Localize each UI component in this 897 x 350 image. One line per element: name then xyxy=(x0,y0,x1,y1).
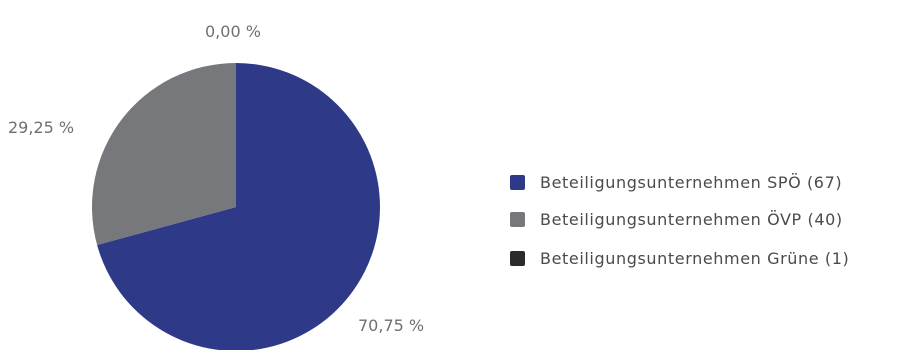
legend-label-gruene: Beteiligungsunternehmen Grüne (1) xyxy=(540,249,849,268)
pie-slices xyxy=(91,63,380,350)
slice-label-oevp: 29,25 % xyxy=(8,118,74,137)
legend-swatch-gruene xyxy=(510,251,525,266)
legend: Beteiligungsunternehmen SPÖ (67) Beteili… xyxy=(510,173,849,268)
legend-swatch-spoe xyxy=(510,175,525,190)
pie-slice-spoe xyxy=(97,63,380,350)
legend-swatch-oevp xyxy=(510,212,525,227)
pie-slice-oevp xyxy=(91,63,236,245)
slice-label-spoe: 70,75 % xyxy=(358,316,424,335)
legend-label-spoe: Beteiligungsunternehmen SPÖ (67) xyxy=(540,173,842,192)
slice-label-gruene: 0,00 % xyxy=(205,22,261,41)
legend-label-oevp: Beteiligungsunternehmen ÖVP (40) xyxy=(540,210,843,229)
